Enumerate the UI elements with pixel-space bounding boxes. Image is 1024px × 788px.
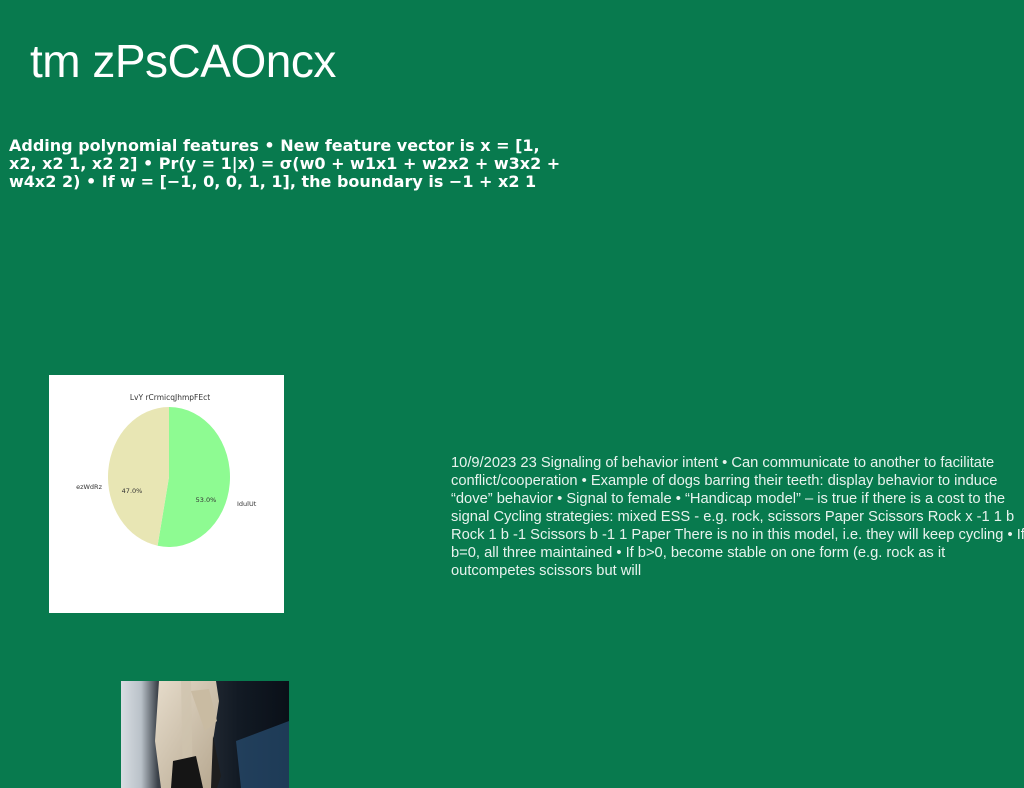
bold-text-block: Adding polynomial features • New feature… (9, 136, 561, 191)
slice-pct-ezwdrz: 47.0% (122, 487, 143, 495)
pie-slice-ezwdrz (108, 407, 169, 546)
pie-slices (108, 407, 230, 547)
slice-label-idulut: IdulUt (237, 500, 257, 508)
pie-chart: LvY rCrmicqJhmpFEct IdulUt 53.0% ezWdRz … (76, 393, 257, 547)
pie-slice-idulut (157, 407, 230, 547)
chart-title: LvY rCrmicqJhmpFEct (130, 393, 210, 402)
person-photo (121, 681, 289, 788)
pie-chart-card: LvY rCrmicqJhmpFEct IdulUt 53.0% ezWdRz … (49, 375, 284, 613)
slice-pct-idulut: 53.0% (196, 496, 217, 504)
body-text-block: 10/9/2023 23 Signaling of behavior inten… (451, 455, 1024, 579)
slice-label-ezwdrz: ezWdRz (76, 483, 102, 491)
slide-title: tm zPsCAOncx (30, 35, 336, 87)
